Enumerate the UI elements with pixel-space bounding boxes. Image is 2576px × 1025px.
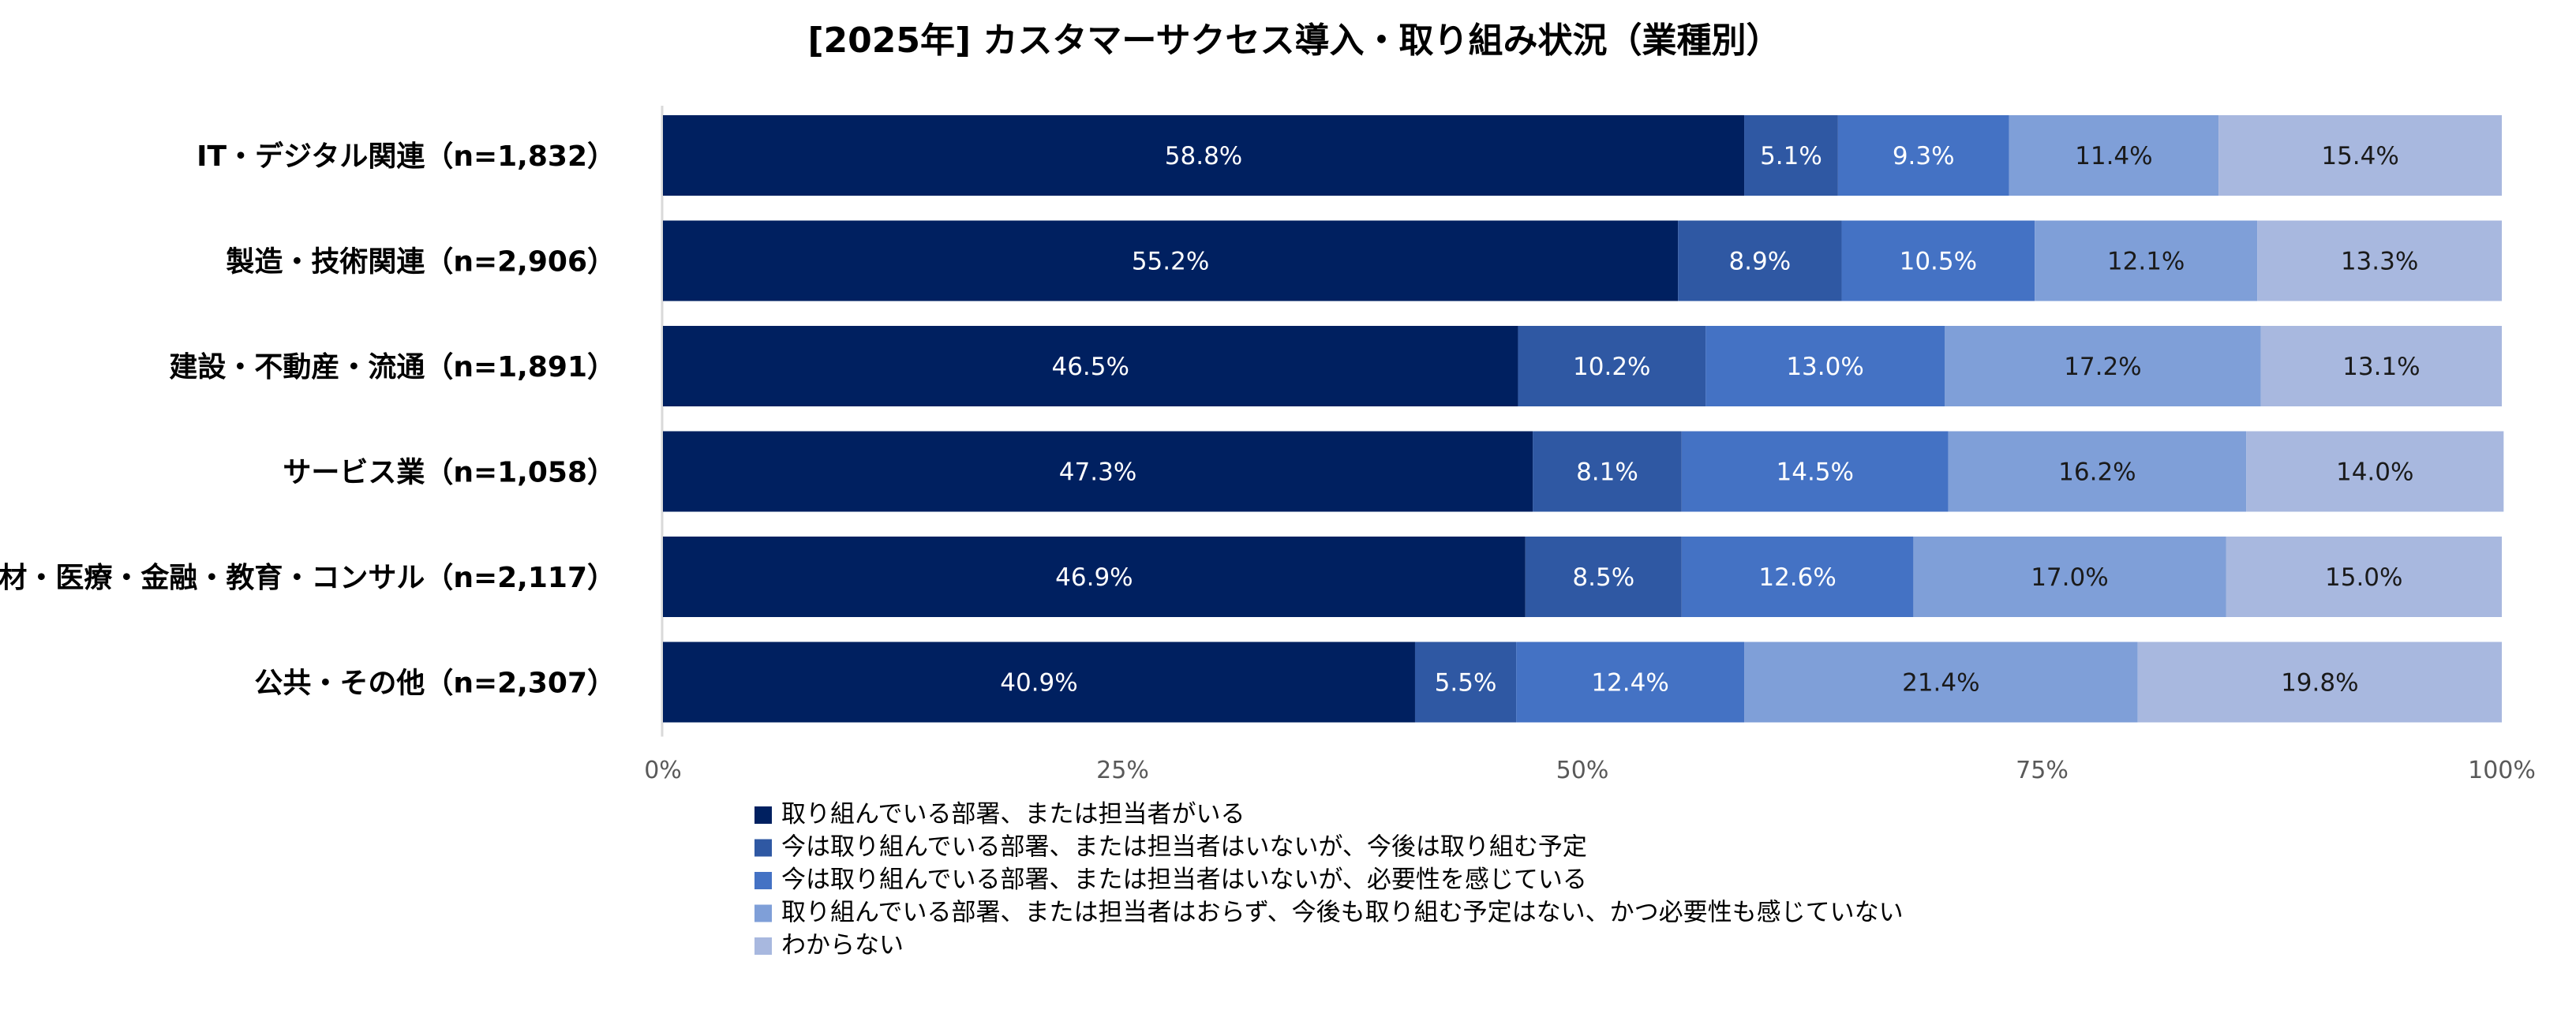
bar-segment — [1516, 642, 1745, 723]
data-label: 19.8% — [2281, 669, 2358, 698]
legend-swatch — [754, 806, 772, 824]
legend: 取り組んでいる部署、または担当者がいる今は取り組んでいる部署、または担当者はいな… — [754, 800, 1904, 960]
bar-segment — [1945, 326, 2261, 406]
bar-segment — [663, 220, 1679, 301]
bar-segment — [2035, 220, 2258, 301]
data-label: 8.5% — [1572, 563, 1634, 592]
data-label: 15.0% — [2325, 563, 2402, 592]
bar-segment — [1678, 220, 1842, 301]
chart-title: [2025年] カスタマーサクセス導入・取り組み状況（業種別） — [807, 21, 1780, 61]
category-label: 建設・不動産・流通（n=1,891） — [169, 351, 616, 383]
data-label: 21.4% — [1902, 669, 1979, 698]
data-label: 17.2% — [2064, 353, 2141, 381]
category-label: IT・デジタル関連（n=1,832） — [197, 140, 616, 173]
bar-segment — [2257, 220, 2502, 301]
bar-segment — [1837, 115, 2009, 196]
data-label: 13.3% — [2341, 248, 2418, 276]
bar-segment — [2246, 431, 2504, 512]
data-label: 9.3% — [1893, 142, 1955, 170]
bar-segment — [1913, 537, 2226, 617]
data-label: 55.2% — [1132, 248, 1209, 276]
category-label: サービス業（n=1,058） — [283, 457, 616, 489]
data-label: 15.4% — [2321, 142, 2398, 170]
x-tick-label: 75% — [2016, 757, 2069, 784]
data-label: 46.9% — [1055, 563, 1133, 592]
data-label: 12.1% — [2107, 248, 2185, 276]
bar-segment — [1533, 431, 1682, 512]
x-tick-label: 100% — [2468, 757, 2536, 784]
legend-swatch — [754, 904, 772, 922]
data-label: 13.1% — [2342, 353, 2420, 381]
bar-segment — [663, 115, 1745, 196]
category-labels: IT・デジタル関連（n=1,832） 製造・技術関連（n=2,906） 建設・不動産… — [0, 140, 616, 700]
bar-segment — [1525, 537, 1682, 617]
data-label: 11.4% — [2075, 142, 2152, 170]
bar-segment — [1744, 115, 1838, 196]
legend-label: 取り組んでいる部署、または担当者はおらず、今後も取り組む予定はない、かつ必要性も… — [781, 899, 1904, 927]
bar-segment — [2226, 537, 2502, 617]
bar-segment — [2218, 115, 2502, 196]
bar-segment — [1841, 220, 2035, 301]
bar-segment — [663, 537, 1526, 617]
data-label: 10.2% — [1573, 353, 1650, 381]
legend-label: わからない — [781, 931, 904, 960]
legend-label: 取り組んでいる部署、または担当者がいる — [781, 800, 1245, 829]
data-label: 5.5% — [1435, 669, 1497, 698]
data-label: 8.9% — [1728, 248, 1791, 276]
bar-segment — [663, 326, 1518, 406]
bar-segment — [1518, 326, 1706, 406]
data-label: 47.3% — [1059, 458, 1136, 487]
bar-segment — [1948, 431, 2247, 512]
x-tick-label: 50% — [1556, 757, 1609, 784]
bar-segment — [1681, 431, 1949, 512]
x-tick-label: 0% — [644, 757, 682, 784]
legend-label: 今は取り組んでいる部署、または担当者はいないが、今後は取り組む予定 — [781, 833, 1587, 862]
bar-segment — [2137, 642, 2502, 723]
legend-swatch — [754, 839, 772, 857]
data-label: 46.5% — [1051, 353, 1129, 381]
bar-segment — [1414, 642, 1517, 723]
x-tick-label: 25% — [1096, 757, 1149, 784]
bar-segment — [663, 642, 1415, 723]
bar-segment — [2260, 326, 2502, 406]
bar-segment — [663, 431, 1533, 512]
legend-label: 今は取り組んでいる部署、または担当者はいないが、必要性を感じている — [781, 866, 1587, 894]
legend-swatch — [754, 937, 772, 955]
category-label: 製造・技術関連（n=2,906） — [226, 246, 616, 279]
data-label: 14.0% — [2336, 458, 2413, 487]
data-label: 40.9% — [1000, 669, 1077, 698]
category-label: 人材・医療・金融・教育・コンサル（n=2,117） — [0, 561, 616, 594]
bars: 58.8% 5.1% 9.3% 11.4% 15.4% 55.2% 8.9% 10.5% 12.… — [663, 115, 2504, 723]
legend-swatch — [754, 872, 772, 889]
category-label: 公共・その他（n=2,307） — [254, 668, 616, 700]
data-label: 8.1% — [1576, 458, 1638, 487]
data-label: 12.6% — [1758, 563, 1836, 592]
data-label: 10.5% — [1900, 248, 1977, 276]
data-label: 58.8% — [1165, 142, 1242, 170]
bar-segment — [1705, 326, 1945, 406]
data-label: 5.1% — [1760, 142, 1822, 170]
data-label: 13.0% — [1786, 353, 1863, 381]
data-label: 17.0% — [2031, 563, 2108, 592]
data-label: 12.4% — [1591, 669, 1668, 698]
data-label: 14.5% — [1777, 458, 1854, 487]
bar-segment — [1681, 537, 1914, 617]
data-label: 16.2% — [2058, 458, 2136, 487]
x-axis: 0% 25% 50% 75% 100% — [644, 106, 2536, 784]
bar-segment — [2009, 115, 2219, 196]
bar-segment — [1744, 642, 2138, 723]
